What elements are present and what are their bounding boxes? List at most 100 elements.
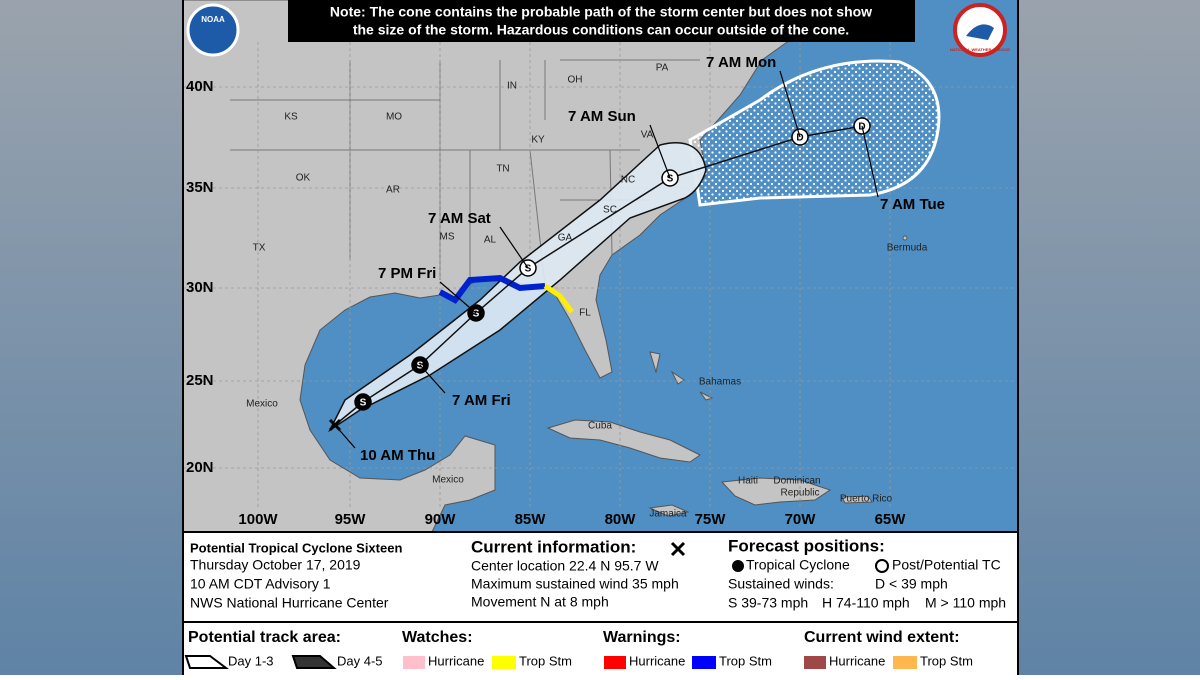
region-label: FL	[579, 308, 591, 319]
leader-line	[439, 281, 477, 314]
swatch	[692, 656, 716, 669]
storm-info: NWS National Hurricane Center	[190, 595, 389, 611]
forecast-time: 7 AM Mon	[706, 54, 776, 71]
legend-item: Hurricane	[629, 653, 685, 668]
lon-label: 75W	[695, 511, 727, 528]
region-label: SC	[603, 205, 617, 216]
legend-item: D < 39 mph	[875, 576, 948, 592]
marker-letter: S	[360, 398, 367, 409]
swatch	[403, 656, 425, 669]
leader-line	[649, 124, 671, 179]
logo-text: NOAA	[201, 15, 225, 24]
legend-item: H 74-110 mph	[822, 595, 910, 611]
legend-item: Sustained winds:	[728, 576, 834, 592]
marker-letter: D	[796, 133, 803, 144]
marker-letter: S	[417, 361, 424, 372]
cuba	[546, 419, 701, 463]
legend-item: Hurricane	[428, 653, 484, 668]
forecast-time: 7 AM Tue	[880, 196, 945, 213]
legend-title: Current information:	[471, 537, 636, 556]
leader-line	[499, 226, 529, 269]
region-label: Bahamas	[699, 377, 741, 388]
forecast-time: 10 AM Thu	[360, 447, 435, 464]
region-label: Mexico	[432, 475, 464, 486]
legend-title: Warnings:	[603, 629, 681, 646]
region-label: KS	[284, 112, 298, 123]
region-label: Haiti	[738, 476, 758, 487]
current-info: Center location 22.4 N 95.7 W	[471, 558, 659, 574]
legend: Potential Tropical Cyclone Sixteen Thursd…	[182, 0, 1019, 675]
puerto-rico	[841, 495, 873, 504]
lon-label: 70W	[785, 511, 817, 528]
note-line: the size of the storm. Hazardous conditi…	[353, 22, 849, 38]
region-label: TN	[496, 164, 509, 175]
marker-letter: S	[473, 309, 480, 320]
swatch	[604, 656, 626, 669]
legend-item: S 39-73 mph	[728, 595, 808, 611]
lon-label: 80W	[605, 511, 637, 528]
region-label: OH	[568, 75, 583, 86]
leader-line	[419, 364, 446, 394]
forecast-time: 7 AM Sun	[568, 108, 636, 125]
forecast-time: 7 AM Sat	[428, 210, 491, 227]
lon-label: 85W	[515, 511, 547, 528]
legend-item: Day 4-5	[337, 653, 383, 668]
swatch	[492, 656, 516, 669]
lon-label: 100W	[238, 511, 278, 528]
cone-day-4-5	[688, 59, 941, 207]
trop-storm-watch	[543, 283, 574, 314]
region-label: Cuba	[588, 421, 612, 432]
storm-info: 10 AM CDT Advisory 1	[190, 576, 331, 592]
region-label: VA	[641, 130, 654, 141]
marker-letter: S	[525, 264, 532, 275]
region-label: IN	[507, 81, 517, 92]
track-line	[334, 125, 863, 426]
region-label: Bermuda	[887, 243, 928, 254]
bermuda	[902, 235, 908, 241]
region-label: Puerto Rico	[840, 494, 893, 505]
marker-letter: S	[667, 174, 674, 185]
leader-line	[779, 70, 801, 138]
lat-label: 20N	[186, 459, 214, 476]
legend-item: Tropical Cyclone	[746, 557, 850, 573]
lat-label: 40N	[186, 78, 214, 95]
note-line: Note: The cone contains the probable pat…	[330, 4, 872, 20]
legend-item: Trop Stm	[519, 653, 572, 668]
region-label: KY	[531, 135, 545, 146]
hispaniola	[720, 477, 832, 506]
region-label: PA	[656, 63, 669, 74]
legend-title: Potential track area:	[188, 629, 341, 646]
region-label: GA	[558, 233, 573, 244]
region-label: TX	[253, 243, 266, 254]
forecast-marker	[354, 393, 372, 411]
current-info: Movement N at 8 mph	[471, 594, 609, 610]
tropical-icon	[732, 560, 744, 572]
swatch	[893, 656, 917, 669]
lat-label: 35N	[186, 179, 214, 196]
note-box	[288, 0, 915, 42]
leader-line	[334, 424, 356, 449]
logo-text: NATIONAL WEATHER SERVICE	[950, 47, 1010, 52]
lon-label: 95W	[335, 511, 367, 528]
legend-item: Post/Potential TC	[892, 557, 1001, 573]
legend-item: Trop Stm	[719, 653, 772, 668]
region-label: Mexico	[246, 399, 278, 410]
region-label: Jamaica	[649, 509, 687, 520]
lat-label: 30N	[186, 279, 214, 296]
region-label: Republic	[781, 488, 820, 499]
lat-label: 25N	[186, 372, 214, 389]
region-label: Dominican	[773, 476, 820, 487]
bahamas	[649, 351, 714, 401]
legend-item: Day 1-3	[228, 653, 274, 668]
post-tc-icon	[875, 559, 889, 573]
nws-logo-mark	[966, 24, 994, 40]
noaa-logo	[186, 3, 240, 57]
day45-icon	[291, 655, 337, 669]
region-label: MS	[440, 232, 455, 243]
legend-item: Hurricane	[829, 653, 885, 668]
storm-info: Thursday October 17, 2019	[190, 557, 361, 573]
legend-title: Forecast positions:	[728, 536, 885, 555]
region-label: NC	[621, 175, 635, 186]
